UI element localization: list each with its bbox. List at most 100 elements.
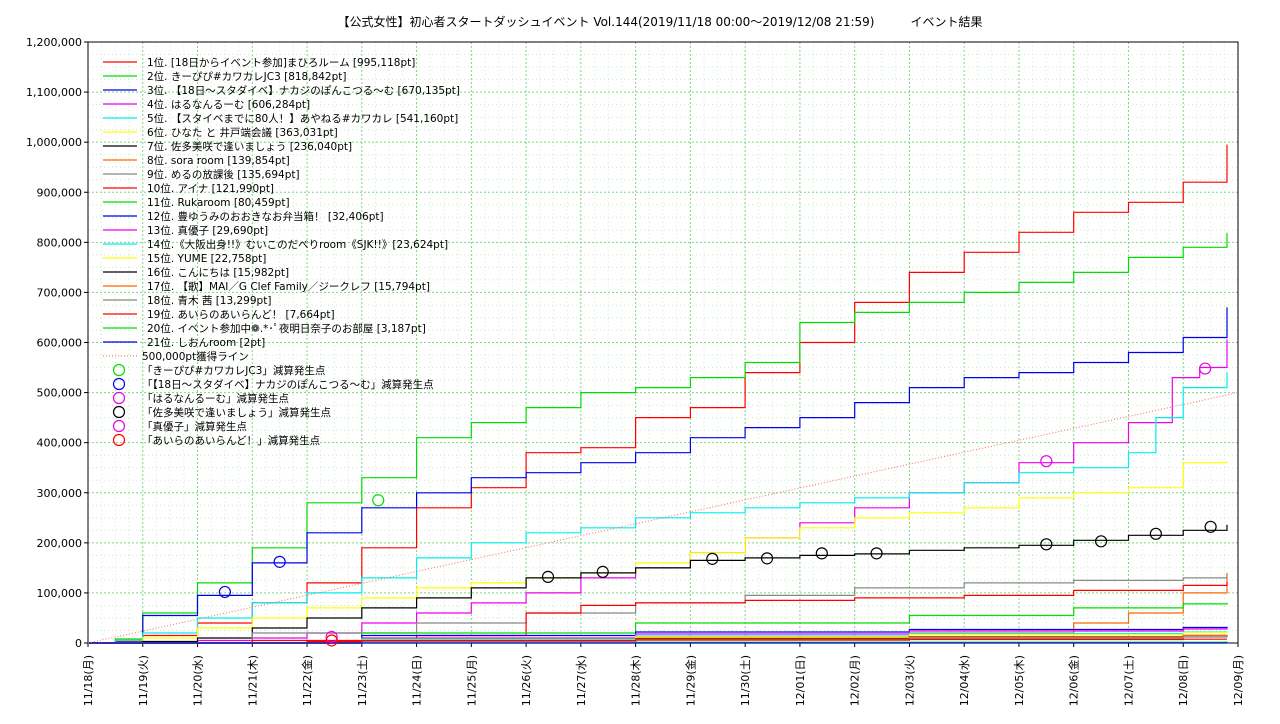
legend-label: 20位. イベント参加中❁.*･ﾟ夜明日奈子のお部屋 [3,187pt] [147, 322, 426, 335]
marker-point-3 [1040, 455, 1053, 468]
legend: 1位. [18日からイベント参加]まひろルーム [995,118pt]2位. き… [103, 56, 460, 447]
legend-label: 10位. アイナ [121,990pt] [147, 182, 274, 195]
legend-label: 16位. こんにちは [15,982pt] [147, 266, 289, 279]
series-lines [87, 144, 1239, 644]
x-tick-label: 11/18(月) [82, 655, 95, 706]
marker-point-2 [218, 585, 232, 599]
y-tick-label: 600,000 [37, 337, 83, 350]
legend-label: 13位. 真優子 [29,690pt] [147, 224, 268, 237]
legend-label: 3位. 【18日〜スタダイベ】ナカジのぽんこつる〜む [670,135pt] [147, 84, 460, 97]
legend-label: 500,000pt獲得ライン [142, 350, 249, 363]
x-tick-label: 11/29(金) [683, 655, 697, 706]
legend-label: 2位. きーぴぴ#カワカレJC3 [818,842pt] [147, 70, 347, 83]
x-tick-label: 11/19(火) [137, 655, 150, 706]
x-tick-label: 11/24(日) [411, 655, 424, 706]
x-tick-label: 12/03(火) [903, 655, 916, 706]
x-tick-label: 12/09(月) [1232, 655, 1245, 706]
reference-line-500000 [87, 392, 1239, 644]
y-tick-label: 1,100,000 [26, 86, 82, 99]
y-tick-label: 400,000 [37, 437, 83, 450]
marker-point-4 [815, 547, 828, 560]
grid [87, 41, 1239, 644]
legend-label: 「きーぴぴ#カワカレJC3」減算発生点 [142, 364, 325, 377]
x-tick-label: 12/04(水) [958, 655, 971, 706]
x-tick-label: 12/07(土) [1122, 655, 1135, 706]
marker-point-4 [870, 547, 883, 560]
x-tick-label: 12/06(金) [1067, 655, 1081, 706]
legend-label: 「佐多美咲で逢いましょう」減算発生点 [142, 406, 331, 419]
x-tick-label: 11/26(火) [520, 655, 533, 706]
marker-point-4 [706, 552, 719, 565]
x-tick-label: 11/20(水) [192, 655, 205, 706]
x-tick-label: 11/23(土) [356, 655, 369, 706]
series-line-7 [88, 524, 1228, 644]
series-line-19 [88, 638, 1227, 644]
legend-label: 5位. 【スタイベまでに80人！】あやねる#カワカレ [541,160pt] [147, 112, 458, 125]
x-tick-label: 12/02(月) [849, 655, 862, 706]
legend-label: 「真優子」減算発生点 [142, 420, 247, 433]
y-tick-label: 200,000 [37, 537, 83, 550]
series-line-10 [88, 581, 1228, 644]
legend-marker [112, 363, 126, 377]
legend-marker [112, 405, 126, 419]
x-tick-label: 11/25(月) [465, 655, 478, 706]
y-tick-label: 1,200,000 [26, 36, 82, 49]
series-line-5 [88, 372, 1228, 644]
legend-label: 「はるなんるーむ」減算発生点 [142, 392, 289, 405]
marker-point-2 [273, 555, 286, 568]
axes: 0 100,000 200,000 300,000 400,000 500,000 600,… [26, 36, 1245, 706]
marker-point-4 [1040, 538, 1053, 551]
legend-label: 「【18日〜スタダイベ】ナカジのぽんこつる〜む」減算発生点 [142, 378, 434, 391]
marker-point-4 [1204, 520, 1217, 533]
legend-marker [112, 419, 126, 433]
marker-point-4 [1149, 527, 1162, 540]
legend-label: 4位. はるなんるーむ [606,284pt] [147, 98, 310, 111]
x-tick-label: 12/01(日) [794, 655, 807, 706]
chart-title: 【公式女性】初心者スタートダッシュイベント Vol.144(2019/11/18… [338, 14, 983, 29]
legend-label: 「あいらのあいらんど！」減算発生点 [142, 434, 320, 447]
marker-point-4 [596, 565, 609, 578]
x-tick-label: 12/05(木) [1013, 655, 1026, 706]
marker-point-5 [325, 630, 338, 644]
y-tick-label: 500,000 [37, 387, 83, 400]
y-tick-label: 300,000 [37, 487, 83, 500]
y-tick-label: 900,000 [37, 186, 83, 199]
marker-point-4 [1094, 535, 1108, 548]
y-tick-label: 0 [75, 637, 82, 650]
series-line-3 [88, 307, 1228, 644]
y-tick-label: 700,000 [37, 286, 83, 299]
legend-label: 19位. あいらのあいらんど！ [7,664pt] [147, 308, 335, 321]
series-line-9 [88, 575, 1228, 644]
marker-point-3 [1199, 362, 1212, 375]
y-tick-label: 800,000 [37, 236, 83, 249]
legend-label: 18位. 青木 茜 [13,299pt] [147, 294, 271, 307]
x-tick-label: 11/27(水) [575, 655, 588, 706]
legend-label: 15位. YUME [22,758pt] [147, 252, 266, 265]
legend-label: 6位. ひなた と 井戸端会議 [363,031pt] [147, 126, 338, 139]
legend-label: 8位. sora room [139,854pt] [147, 154, 290, 167]
marker-point-4 [760, 552, 774, 565]
y-tick-label: 1,000,000 [26, 136, 82, 149]
legend-label: 12位. 豊ゆうみのおおきなお弁当箱！ [32,406pt] [147, 210, 384, 223]
marker-point-6 [325, 634, 338, 647]
legend-marker [112, 377, 126, 391]
legend-label: 21位. しおんroom [2pt] [147, 336, 265, 349]
legend-label: 1位. [18日からイベント参加]まひろルーム [995,118pt] [147, 56, 415, 69]
y-tick-label: 100,000 [37, 587, 83, 600]
x-tick-label: 11/22(金) [300, 655, 314, 706]
x-tick-label: 12/08(日) [1177, 655, 1190, 706]
marker-point-4 [541, 570, 555, 583]
series-line-11 [88, 602, 1228, 644]
x-tick-label: 11/28(木) [630, 655, 643, 706]
legend-label: 11位. Rukaroom [80,459pt] [147, 196, 290, 209]
legend-marker [112, 391, 126, 405]
x-tick-label: 11/30(土) [739, 655, 752, 706]
marker-point-1 [372, 494, 385, 507]
legend-label: 7位. 佐多美咲で逢いましょう [236,040pt] [147, 140, 352, 153]
legend-label: 17位. 【歌】MAI／G Clef Family／ジークレフ [15,794p… [147, 280, 430, 293]
markers [218, 362, 1217, 647]
legend-label: 9位. めるの放課後 [135,694pt] [147, 168, 300, 181]
legend-label: 14位.《大阪出身!!》むいこのだべりroom《SJK!!》[23,624pt] [147, 238, 448, 251]
